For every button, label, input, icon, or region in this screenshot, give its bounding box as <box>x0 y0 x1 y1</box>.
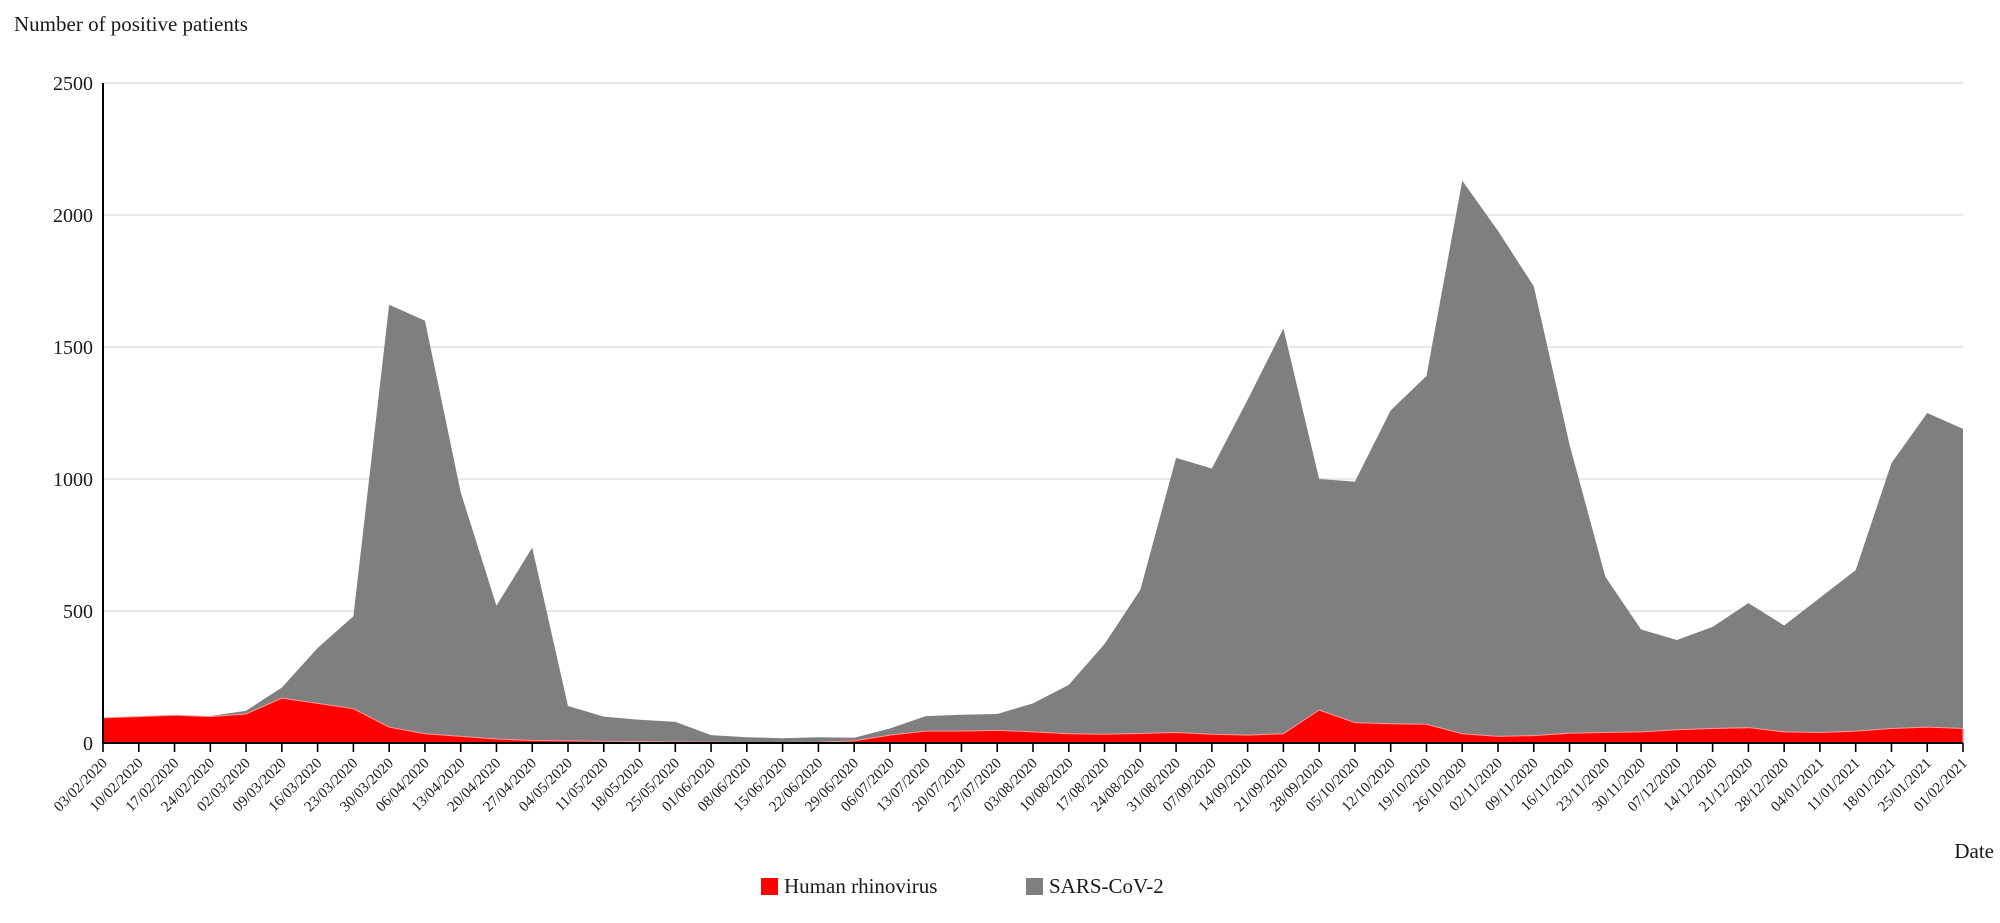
y-tick-label: 2000 <box>53 205 93 227</box>
x-axis-tick-labels: 03/02/202010/02/202017/02/202024/02/2020… <box>51 756 1971 816</box>
chart-title: Number of positive patients <box>14 12 248 36</box>
axes <box>102 83 1964 752</box>
legend-label-rhinovirus: Human rhinovirus <box>784 874 937 898</box>
y-tick-label: 1500 <box>53 337 93 359</box>
legend-swatch-rhinovirus <box>761 878 778 895</box>
sars-cov-2-area <box>103 180 1963 743</box>
series-areas <box>102 180 1964 744</box>
y-tick-label: 0 <box>83 733 93 755</box>
legend-label-sars: SARS-CoV-2 <box>1049 874 1164 898</box>
y-tick-label: 2500 <box>53 73 93 95</box>
y-axis-tick-labels: 0 500 1000 1500 2000 2500 <box>53 73 93 755</box>
legend: Human rhinovirus SARS-CoV-2 <box>761 874 1164 898</box>
human-rhinovirus-area <box>102 697 1964 744</box>
legend-swatch-sars <box>1026 878 1043 895</box>
y-tick-label: 500 <box>63 601 93 623</box>
x-axis-title: Date <box>1954 839 1994 863</box>
y-tick-label: 1000 <box>53 469 93 491</box>
